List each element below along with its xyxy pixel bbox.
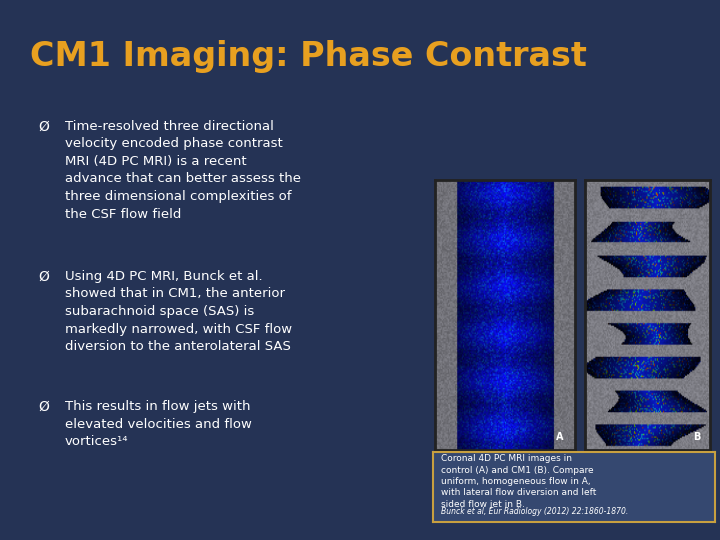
Text: Ø: Ø [38, 400, 49, 414]
Text: This results in flow jets with
elevated velocities and flow
vortices¹⁴: This results in flow jets with elevated … [65, 400, 252, 448]
Text: B: B [693, 432, 700, 442]
Text: Ø: Ø [38, 120, 49, 134]
Text: Ø: Ø [38, 270, 49, 284]
Text: CM1 Imaging: Phase Contrast: CM1 Imaging: Phase Contrast [30, 40, 587, 73]
Text: Bunck et al, Eur Radiology (2012) 22:1860-1870.: Bunck et al, Eur Radiology (2012) 22:186… [441, 508, 629, 516]
Text: Time-resolved three directional
velocity encoded phase contrast
MRI (4D PC MRI) : Time-resolved three directional velocity… [65, 120, 301, 220]
Text: Coronal 4D PC MRI images in
control (A) and CM1 (B). Compare
uniform, homogeneou: Coronal 4D PC MRI images in control (A) … [441, 454, 597, 509]
Text: A: A [557, 432, 564, 442]
Text: Using 4D PC MRI, Bunck et al.
showed that in CM1, the anterior
subarachnoid spac: Using 4D PC MRI, Bunck et al. showed tha… [65, 270, 292, 353]
